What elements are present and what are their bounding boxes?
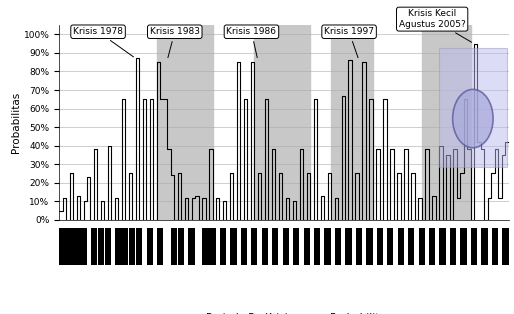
Bar — [230, 228, 236, 265]
Bar — [408, 228, 414, 265]
Bar — [146, 228, 153, 265]
Bar — [171, 228, 177, 265]
Bar — [481, 228, 488, 265]
Bar — [366, 228, 373, 265]
Bar — [129, 228, 136, 265]
Bar — [74, 228, 80, 265]
Bar — [283, 228, 289, 265]
Bar — [241, 228, 247, 265]
Bar — [387, 228, 393, 265]
Bar — [377, 228, 383, 265]
FancyBboxPatch shape — [439, 48, 507, 167]
Bar — [189, 228, 195, 265]
Bar — [398, 228, 404, 265]
Bar — [122, 228, 128, 265]
Ellipse shape — [453, 89, 493, 148]
Bar — [345, 228, 352, 265]
Bar — [356, 228, 362, 265]
Text: Krisis Kecil
Agustus 2005?: Krisis Kecil Agustus 2005? — [399, 9, 472, 42]
Bar — [98, 228, 104, 265]
Bar — [418, 228, 425, 265]
Bar — [254, 25, 310, 220]
Bar — [157, 25, 212, 220]
Bar — [262, 228, 268, 265]
Bar — [115, 228, 121, 265]
Bar — [450, 228, 456, 265]
Bar — [157, 228, 163, 265]
Bar — [331, 25, 373, 220]
Text: Krisis 1983: Krisis 1983 — [150, 27, 200, 58]
Bar — [209, 228, 216, 265]
Bar — [492, 228, 498, 265]
Bar — [203, 228, 209, 265]
Bar — [335, 228, 341, 265]
Legend: Periode PraKrisis, Probabilitas: Periode PraKrisis, Probabilitas — [172, 309, 396, 314]
Bar — [178, 228, 185, 265]
Bar — [429, 228, 435, 265]
Bar — [471, 228, 477, 265]
Bar — [439, 228, 446, 265]
Bar — [303, 228, 310, 265]
Bar — [251, 228, 258, 265]
Bar — [293, 228, 299, 265]
Bar — [324, 228, 331, 265]
Text: Krisis 1997: Krisis 1997 — [324, 27, 374, 58]
Bar — [502, 228, 508, 265]
Bar — [66, 228, 72, 265]
Bar — [91, 228, 97, 265]
Bar — [80, 228, 87, 265]
Y-axis label: Probabilitas: Probabilitas — [11, 92, 21, 153]
Bar — [421, 25, 470, 220]
Text: Krisis 1978: Krisis 1978 — [73, 27, 134, 57]
Bar — [60, 228, 66, 265]
Text: Krisis 1986: Krisis 1986 — [227, 27, 277, 58]
Bar — [272, 228, 279, 265]
Bar — [136, 228, 142, 265]
Bar — [461, 228, 467, 265]
Bar — [105, 228, 111, 265]
Bar — [314, 228, 320, 265]
Bar — [220, 228, 226, 265]
